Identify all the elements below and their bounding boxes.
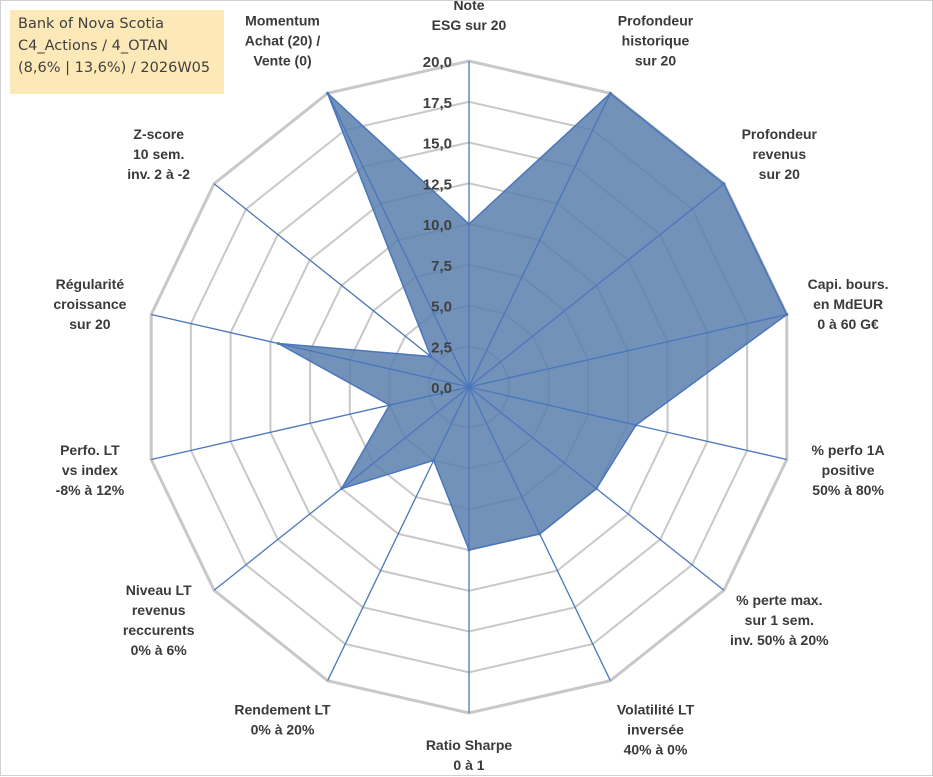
axis-label-line: inv. 2 à -2 <box>127 166 190 182</box>
axis-label-11: Régularité croissance sur 20 <box>53 276 126 332</box>
axis-label-4: % perfo 1A positive 50% à 80% <box>812 442 885 498</box>
axis-label-line: Capi. bours. <box>808 276 889 292</box>
axis-label-line: reccurents <box>123 622 195 638</box>
axis-label-line: Note <box>453 1 484 13</box>
spoke-12 <box>213 183 470 388</box>
axis-label-line: sur 20 <box>69 316 110 332</box>
axis-label-7: Ratio Sharpe 0 à 1 <box>426 737 513 773</box>
chart-title-box: Bank of Nova Scotia C4_Actions / 4_OTAN … <box>10 10 224 94</box>
tick-label: 0,0 <box>431 380 452 397</box>
axis-label-line: ESG sur 20 <box>432 17 507 33</box>
spoke-2 <box>468 183 725 388</box>
spoke-9 <box>213 386 470 591</box>
axis-label-line: -8% à 12% <box>56 482 125 498</box>
tick-label: 15,0 <box>423 136 452 153</box>
tick-label: 17,5 <box>423 95 452 112</box>
axis-label-line: Achat (20) / <box>245 32 321 48</box>
axis-label-line: historique <box>622 32 690 48</box>
axis-label-line: 40% à 0% <box>624 742 688 758</box>
axis-label-0: Note ESG sur 20 <box>432 1 507 33</box>
spoke-10 <box>151 386 470 461</box>
axis-label-line: en MdEUR <box>813 296 883 312</box>
axis-label-13: Momentum Achat (20) / Vente (0) <box>245 12 321 68</box>
axis-label-10: Perfo. LT vs index -8% à 12% <box>56 442 125 498</box>
axis-label-line: 50% à 80% <box>812 482 884 498</box>
spoke-6 <box>468 386 611 681</box>
spoke-8 <box>327 386 470 681</box>
title-line-3: (8,6% | 13,6%) / 2026W05 <box>18 60 211 76</box>
axis-label-line: revenus <box>132 602 186 618</box>
axis-label-9: Niveau LT revenus reccurents 0% à 6% <box>123 582 195 658</box>
axis-label-line: Rendement LT <box>234 702 331 718</box>
axis-label-line: Momentum <box>245 12 320 28</box>
axis-label-line: 10 sem. <box>133 146 184 162</box>
axis-label-line: Niveau LT <box>126 582 192 598</box>
axis-label-line: 0% à 6% <box>131 642 188 658</box>
tick-label: 7,5 <box>431 258 452 275</box>
tick-label: 10,0 <box>423 217 452 234</box>
axis-label-6: Volatilité LT inversée 40% à 0% <box>617 702 695 758</box>
axis-label-line: Profondeur <box>742 126 818 142</box>
axis-label-line: vs index <box>62 462 118 478</box>
axis-label-line: 0% à 20% <box>251 722 315 738</box>
axis-label-8: Rendement LT 0% à 20% <box>234 702 331 738</box>
tick-label: 2,5 <box>431 339 452 356</box>
tick-label: 12,5 <box>423 176 452 193</box>
spoke-13 <box>327 93 470 388</box>
axis-label-3: Capi. bours. en MdEUR 0 à 60 G€ <box>808 276 889 332</box>
axis-label-line: 0 à 1 <box>453 757 484 773</box>
axis-label-line: Z-score <box>133 126 184 142</box>
axis-label-line: sur 20 <box>635 52 676 68</box>
axis-label-line: positive <box>822 462 875 478</box>
spoke-3 <box>468 313 787 388</box>
axis-label-line: sur 20 <box>759 166 800 182</box>
axis-label-5: % perte max. sur 1 sem. inv. 50% à 20% <box>730 592 829 648</box>
axis-label-line: Volatilité LT <box>617 702 695 718</box>
axis-label-1: Profondeur historique sur 20 <box>618 12 694 68</box>
radar-spokes <box>151 61 787 713</box>
axis-label-line: Perfo. LT <box>60 442 120 458</box>
axis-label-line: sur 1 sem. <box>745 612 814 628</box>
axis-label-line: 0 à 60 G€ <box>817 316 879 332</box>
axis-label-2: Profondeur revenus sur 20 <box>742 126 818 182</box>
title-line-2: C4_Actions / 4_OTAN <box>18 38 169 54</box>
axis-label-line: Régularité <box>56 276 125 292</box>
axis-label-line: inv. 50% à 20% <box>730 632 829 648</box>
axis-label-line: Profondeur <box>618 12 694 28</box>
axis-label-line: croissance <box>53 296 126 312</box>
spoke-11 <box>151 313 470 388</box>
axis-label-line: % perfo 1A <box>812 442 885 458</box>
series-area-0 <box>277 92 788 551</box>
spoke-5 <box>468 386 725 591</box>
axis-label-12: Z-score 10 sem. inv. 2 à -2 <box>127 126 190 182</box>
axis-label-line: % perte max. <box>736 592 822 608</box>
tick-label: 5,0 <box>431 299 452 316</box>
spoke-4 <box>468 386 787 461</box>
axis-labels: Note ESG sur 20 Profondeur historique sur 20… <box>53 1 888 773</box>
title-line-1: Bank of Nova Scotia <box>18 16 165 32</box>
axis-label-line: inversée <box>627 722 684 738</box>
tick-label: 20,0 <box>423 54 452 71</box>
spoke-1 <box>468 93 611 388</box>
radial-tick-labels: 0,0 2,5 5,0 7,5 10,0 12,5 15,0 17,5 20,0 <box>423 54 452 397</box>
radar-series <box>276 91 789 552</box>
axis-label-line: revenus <box>752 146 806 162</box>
axis-label-line: Ratio Sharpe <box>426 737 513 753</box>
axis-label-line: Vente (0) <box>253 52 311 68</box>
